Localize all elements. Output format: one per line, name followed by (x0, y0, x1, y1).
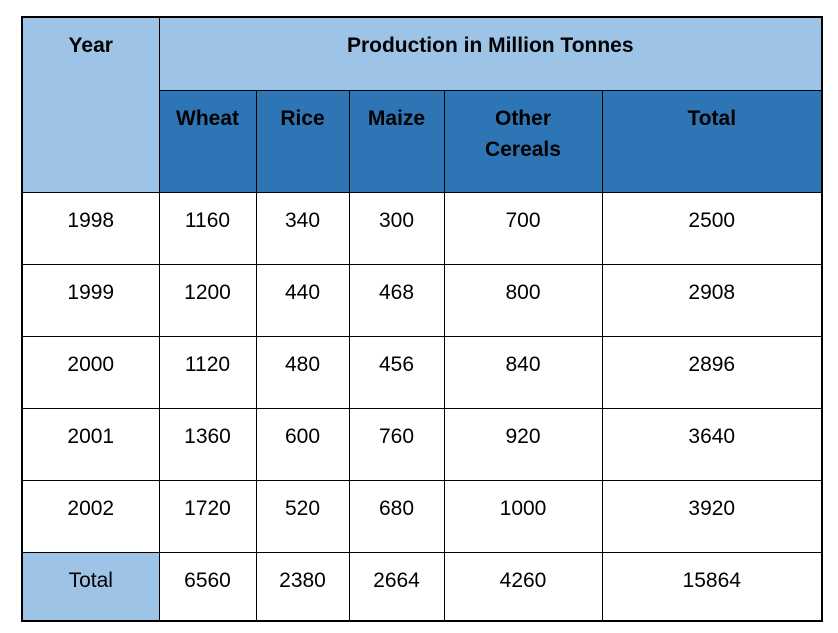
column-header-wheat: Wheat (158, 89, 257, 193)
header-row-columns: Wheat Rice Maize Other Cereals Total (22, 89, 823, 193)
total-total: 15864 (601, 551, 823, 622)
total-maize: 2664 (348, 551, 445, 622)
table-row: 1998 1160 340 300 700 2500 (21, 191, 823, 265)
column-header-rice: Rice (255, 89, 350, 193)
cell-rice: 340 (255, 191, 350, 265)
header-year: Year (21, 16, 160, 193)
cell-wheat: 1160 (158, 191, 257, 265)
cell-other-cereals: 840 (443, 335, 603, 409)
cell-maize: 680 (348, 479, 445, 553)
cell-year: 2000 (21, 335, 160, 409)
total-row-label: Total (21, 551, 160, 622)
cell-total: 2500 (601, 191, 823, 265)
total-wheat: 6560 (158, 551, 257, 622)
cell-maize: 760 (348, 407, 445, 481)
header-production: Production in Million Tonnes (158, 16, 823, 91)
cell-other-cereals: 800 (443, 263, 603, 337)
cell-rice: 480 (255, 335, 350, 409)
cell-other-cereals: 1000 (443, 479, 603, 553)
cell-maize: 456 (348, 335, 445, 409)
cell-wheat: 1200 (158, 263, 257, 337)
cell-year: 2001 (21, 407, 160, 481)
cell-rice: 440 (255, 263, 350, 337)
column-header-total: Total (601, 89, 823, 193)
total-row: Total 6560 2380 2664 4260 15864 (21, 551, 823, 622)
cell-wheat: 1360 (158, 407, 257, 481)
cell-wheat: 1720 (158, 479, 257, 553)
production-table: Year Production in Million Tonnes Wheat … (21, 16, 823, 622)
cell-total: 2908 (601, 263, 823, 337)
column-header-maize: Maize (348, 89, 445, 193)
cell-other-cereals: 920 (443, 407, 603, 481)
total-other-cereals: 4260 (443, 551, 603, 622)
header-row-top: Year Production in Million Tonnes (21, 16, 823, 193)
cell-total: 3920 (601, 479, 823, 553)
table-row: 2002 1720 520 680 1000 3920 (21, 479, 823, 553)
table-row: 2001 1360 600 760 920 3640 (21, 407, 823, 481)
cell-rice: 520 (255, 479, 350, 553)
table-row: 1999 1200 440 468 800 2908 (21, 263, 823, 337)
cell-other-cereals: 700 (443, 191, 603, 265)
cell-maize: 300 (348, 191, 445, 265)
column-header-other-cereals: Other Cereals (443, 89, 603, 193)
cell-wheat: 1120 (158, 335, 257, 409)
table-row: 2000 1120 480 456 840 2896 (21, 335, 823, 409)
cell-year: 1999 (21, 263, 160, 337)
cell-maize: 468 (348, 263, 445, 337)
cell-rice: 600 (255, 407, 350, 481)
cell-year: 2002 (21, 479, 160, 553)
cell-total: 2896 (601, 335, 823, 409)
column-header-label: Other Cereals (485, 106, 561, 162)
cell-year: 1998 (21, 191, 160, 265)
total-rice: 2380 (255, 551, 350, 622)
cell-total: 3640 (601, 407, 823, 481)
